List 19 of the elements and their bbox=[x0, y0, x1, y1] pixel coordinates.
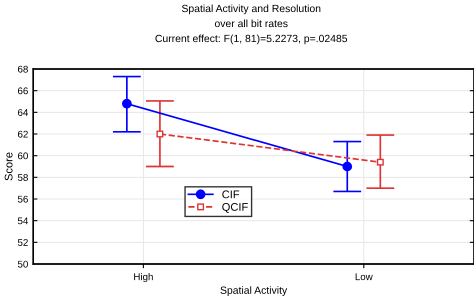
chart-title: Spatial Activity and Resolution bbox=[182, 4, 320, 14]
y-tick-label: 58 bbox=[18, 174, 28, 181]
y-tick-label: 64 bbox=[18, 109, 28, 116]
y-tick-label: 50 bbox=[18, 260, 28, 268]
x-tick-label: High bbox=[134, 273, 153, 282]
y-tick-label: 54 bbox=[18, 218, 28, 224]
legend-label: CIF bbox=[222, 190, 240, 198]
y-tick-label: 52 bbox=[18, 239, 28, 246]
x-axis-title: Spatial Activity bbox=[220, 286, 288, 296]
y-tick-label: 60 bbox=[18, 152, 28, 160]
x-tick-label: Low bbox=[356, 273, 373, 280]
y-tick-label: 56 bbox=[18, 196, 28, 203]
y-tick-label: 68 bbox=[18, 66, 28, 73]
chart-subtitle: over all bit rates bbox=[214, 20, 288, 28]
y-tick-label: 62 bbox=[18, 130, 28, 138]
text: Current effect: F(1, 81)=5.2273, p=.02485 bbox=[155, 34, 348, 44]
y-tick-label: 66 bbox=[18, 87, 28, 94]
y-axis-title: Score bbox=[4, 152, 13, 181]
legend-label: QCIF bbox=[222, 203, 248, 213]
